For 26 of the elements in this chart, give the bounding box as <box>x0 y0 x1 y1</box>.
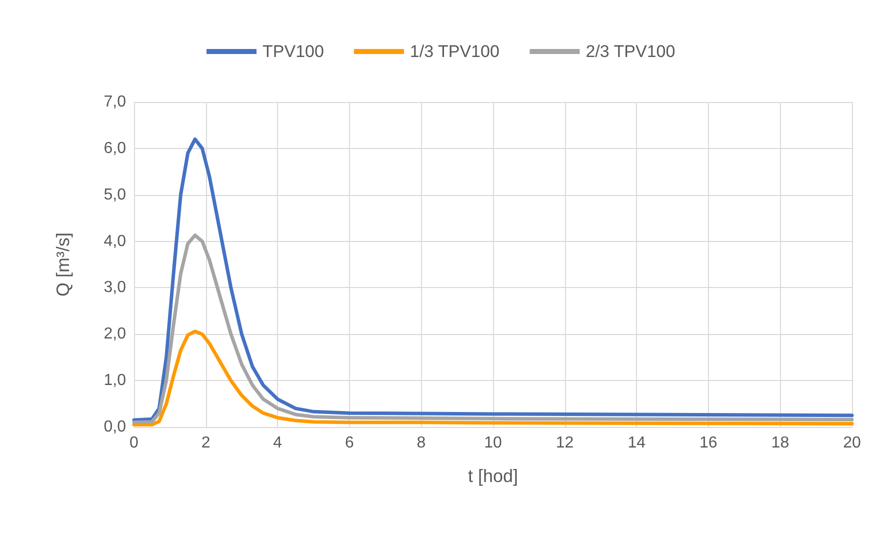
line-series <box>132 234 854 424</box>
x-tick-label: 18 <box>771 434 790 452</box>
y-tick-label: 5,0 <box>104 186 126 204</box>
x-tick-label: 4 <box>273 434 282 452</box>
x-tick-label: 6 <box>344 434 354 452</box>
x-tick-label: 0 <box>130 434 139 452</box>
x-tick-label: 12 <box>556 434 574 452</box>
y-tick-label: 2,0 <box>104 326 126 343</box>
legend-label: TPV100 <box>262 42 324 61</box>
x-axis-title: t [hod] <box>468 466 518 486</box>
legend-label: 2/3 TPV100 <box>586 42 676 61</box>
x-tick-label: 14 <box>628 434 646 452</box>
x-tick-label: 10 <box>484 434 502 452</box>
y-tick-label: 4,0 <box>104 232 126 250</box>
y-tick-label: 6,0 <box>104 140 126 157</box>
y-tick-label: 1,0 <box>104 372 126 390</box>
x-tick-label: 2 <box>201 434 210 452</box>
y-axis-title: Q [m³/s] <box>53 232 73 296</box>
legend-label: 1/3 TPV100 <box>410 42 500 61</box>
y-tick-label: 3,0 <box>104 279 126 296</box>
x-tick-label: 16 <box>700 434 718 452</box>
x-tick-label: 20 <box>843 434 861 452</box>
line-series <box>132 137 854 422</box>
x-tick-label: 8 <box>416 434 426 452</box>
y-tick-label: 0,0 <box>104 418 126 436</box>
y-tick-label: 7,0 <box>104 94 126 110</box>
